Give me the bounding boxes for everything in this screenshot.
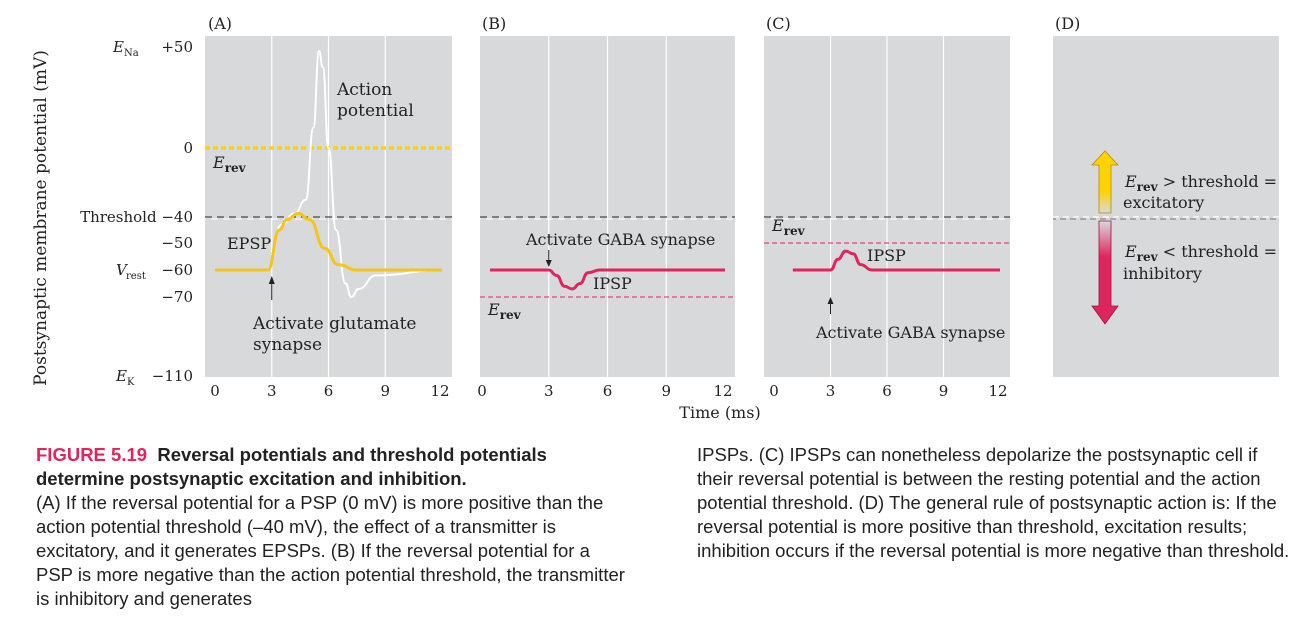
y-tick-ek-prefix: E xyxy=(115,367,127,385)
inhibitory-rule-line2: inhibitory xyxy=(1123,264,1202,283)
activate-glutamate-label-line1: Activate glutamate xyxy=(252,314,416,334)
action-potential-label-line1: Action xyxy=(336,80,392,100)
x-axis-title: Time (ms) xyxy=(679,403,760,422)
caption-right-column: IPSPs. (C) IPSPs can nonetheless depolar… xyxy=(697,443,1297,563)
caption-right-text: IPSPs. (C) IPSPs can nonetheless depolar… xyxy=(697,444,1290,561)
y-tick-minus70: −70 xyxy=(161,288,193,306)
y-tick-0: 0 xyxy=(183,139,193,157)
action-potential-label-line2: potential xyxy=(337,101,414,121)
ipsp-label: IPSP xyxy=(867,246,906,265)
up-arrow-icon xyxy=(1091,150,1119,214)
x-tick-label: 6 xyxy=(882,382,892,400)
y-tick-minus60: −60 xyxy=(161,261,193,279)
y-tick-ena-prefix: E xyxy=(112,38,124,56)
panel-label: (A) xyxy=(208,14,232,33)
stimulus-arrowhead xyxy=(827,297,834,304)
panel-label: (B) xyxy=(482,14,506,33)
x-tick-label: 12 xyxy=(713,382,732,400)
caption-title: Reversal potentials and threshold potent… xyxy=(36,444,547,489)
y-tick-50: +50 xyxy=(161,38,193,56)
y-tick-ek-sub: K xyxy=(127,377,135,388)
panel-b: (B) 0 3 6 9 12 Erev Activate GABA synapse IPSP xyxy=(477,14,735,400)
activate-glutamate-label-line2: synapse xyxy=(253,335,322,355)
panel-d: (D) Erev > threshold =excitatory Erev < th… xyxy=(1053,14,1279,377)
excitatory-rule-line1: Erev > threshold = xyxy=(1124,172,1277,194)
x-tick-label: 3 xyxy=(267,382,277,400)
ipsp-curve xyxy=(792,249,1000,272)
x-tick-label: 12 xyxy=(988,382,1007,400)
x-tick-label: 9 xyxy=(380,382,390,400)
caption-left-text: (A) If the reversal potential for a PSP … xyxy=(36,492,625,609)
down-arrow-icon xyxy=(1091,220,1119,325)
x-tick-label: 9 xyxy=(661,382,671,400)
ipsp-label: IPSP xyxy=(593,274,632,293)
y-tick-labels: E Na +50 0 Threshold −40 −50 V rest −60 … xyxy=(80,38,193,388)
panel-c: (C) 0 3 6 9 12 Erev IPSP Activate GABA synapse xyxy=(764,14,1010,400)
erev-label: Erev xyxy=(212,153,247,175)
excitatory-rule-line2: excitatory xyxy=(1123,193,1204,212)
activate-gaba-label: Activate GABA synapse xyxy=(525,230,715,249)
erev-label: Erev xyxy=(487,300,522,322)
y-tick-threshold: Threshold −40 xyxy=(80,208,193,226)
x-tick-label: 12 xyxy=(430,382,449,400)
caption-left-column: FIGURE 5.19 Reversal potentials and thre… xyxy=(36,443,626,611)
y-tick-vrest-sub: rest xyxy=(126,271,146,282)
y-tick-vrest-prefix: V xyxy=(116,261,129,279)
panel-label: (C) xyxy=(766,14,791,33)
x-tick-label: 0 xyxy=(477,382,487,400)
figure-chart: Postsynaptic membrane potential (mV) E N… xyxy=(31,14,1279,422)
erev-label: Erev xyxy=(771,216,806,238)
x-tick-label: 0 xyxy=(769,382,779,400)
panel-label: (D) xyxy=(1055,14,1080,33)
epsp-curve xyxy=(215,212,442,272)
y-tick-minus110: −110 xyxy=(152,367,193,385)
y-axis-title: Postsynaptic membrane potential (mV) xyxy=(31,50,51,386)
inhibitory-rule-line1: Erev < threshold = xyxy=(1124,242,1277,264)
activate-gaba-label: Activate GABA synapse xyxy=(815,323,1005,342)
x-tick-label: 6 xyxy=(324,382,334,400)
x-tick-label: 3 xyxy=(826,382,836,400)
x-tick-label: 3 xyxy=(544,382,554,400)
caption-figure-number: FIGURE 5.19 xyxy=(36,444,148,465)
epsp-label: EPSP xyxy=(227,234,271,253)
panel-background xyxy=(1053,36,1279,377)
stimulus-arrowhead xyxy=(545,260,552,267)
x-tick-label: 6 xyxy=(603,382,613,400)
y-tick-ena-sub: Na xyxy=(124,48,139,59)
figure-caption: FIGURE 5.19 Reversal potentials and thre… xyxy=(36,443,1296,623)
y-tick-minus50: −50 xyxy=(161,234,193,252)
ipsp-curve xyxy=(490,268,725,291)
x-tick-label: 0 xyxy=(210,382,220,400)
x-tick-label: 9 xyxy=(939,382,949,400)
stimulus-arrowhead xyxy=(268,276,275,284)
